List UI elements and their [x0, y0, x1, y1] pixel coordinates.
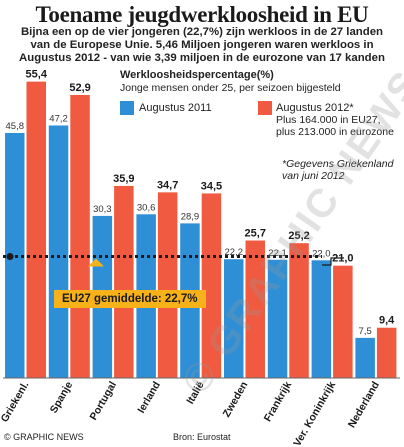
- value-label-2012: 34,7: [157, 179, 178, 191]
- value-label-2012: 34,5: [201, 180, 222, 192]
- category-label: Ver. Koninkrijk: [291, 379, 338, 447]
- bar-2011: [267, 259, 288, 378]
- legend-label-2012: Augustus 2012*: [276, 102, 354, 114]
- chart-title: Toename jeugdwerkloosheid in EU: [35, 2, 369, 27]
- bar-2012: [376, 327, 397, 378]
- legend-note-line: plus 213.000 in eurozone: [276, 126, 394, 138]
- legend-label-2011: Augustus 2011: [139, 102, 212, 114]
- legend-swatch-2011: [120, 101, 134, 115]
- bar-2012: [114, 185, 134, 378]
- value-label-2012: 55,4: [26, 69, 48, 81]
- value-label-2011: 30,3: [93, 204, 112, 215]
- chart-subtitle: Bijna een op de vier jongeren (22,7%) zi…: [4, 26, 400, 65]
- bar-2011: [48, 125, 69, 378]
- value-label-2011: 22,2: [225, 247, 244, 258]
- value-label-2012: 25,2: [288, 230, 309, 242]
- category-label: Portugal: [87, 379, 119, 422]
- footnote-line: *Gegevens Griekenland: [282, 158, 394, 170]
- footnote-greece: *Gegevens Griekenland van juni 2012: [282, 158, 394, 182]
- bar-2011: [224, 259, 244, 378]
- chart-inner-title: Werkloosheidspercentage(%): [120, 69, 274, 81]
- eu-average-dot: [6, 253, 14, 261]
- category-label: Spanje: [48, 379, 76, 415]
- bar-2012: [201, 193, 222, 378]
- subtitle-line: van de Europese Unie. 5,46 Miljoen jonge…: [30, 39, 374, 51]
- value-label-2011: 30,6: [137, 202, 156, 213]
- legend-swatch-2012: [258, 101, 272, 115]
- value-label-2012: 9,4: [379, 315, 395, 327]
- category-label: Frankrijk: [262, 379, 295, 424]
- footnote-line: van juni 2012: [282, 170, 345, 182]
- value-label-2011: 22,0: [312, 248, 331, 259]
- uk-connector: [322, 257, 344, 266]
- value-label-2012: 52,9: [69, 82, 90, 94]
- value-label-2012: 21,0: [332, 253, 353, 265]
- value-label-2011: 28,9: [181, 211, 200, 222]
- bar-2011: [5, 132, 25, 378]
- bar-2011: [355, 337, 375, 378]
- value-label-2011: 7,5: [359, 326, 372, 337]
- source-text: Bron: Eurostat: [173, 432, 231, 442]
- bar-2012: [26, 81, 46, 379]
- chart-inner-subtitle: Jonge mensen onder 25, per seizoen bijge…: [120, 82, 341, 94]
- eu-average-label: EU27 gemiddelde: 22,7%: [54, 290, 206, 308]
- value-label-2012: 35,9: [113, 173, 134, 185]
- bar-2012: [245, 240, 265, 378]
- bar-2012: [157, 192, 178, 378]
- category-label: Italië: [184, 379, 206, 406]
- subtitle-line: Augustus 2012 - van wie 3,39 miljoen in …: [19, 52, 385, 64]
- category-label: Nederland: [346, 380, 382, 430]
- bar-2011: [311, 260, 332, 378]
- category-label: Zweden: [221, 380, 251, 420]
- legend-note-line: Plus 164.000 in EU27,: [276, 114, 381, 126]
- bar-2012: [289, 243, 309, 378]
- value-label-2012: 25,7: [245, 228, 266, 240]
- category-label: Ierland: [135, 380, 163, 416]
- eu-average-pointer: [88, 258, 104, 267]
- bar-2012: [333, 265, 353, 378]
- category-label: Griekenl.: [0, 379, 32, 424]
- value-label-2011: 22,1: [268, 248, 287, 259]
- value-label-2011: 45,8: [6, 121, 25, 132]
- legend-note: Plus 164.000 in EU27, plus 213.000 in eu…: [276, 114, 394, 138]
- subtitle-line: Bijna een op de vier jongeren (22,7%) zi…: [20, 26, 384, 38]
- credit-text: © GRAPHIC NEWS: [4, 432, 84, 442]
- bar-2012: [70, 94, 90, 379]
- value-label-2011: 47,2: [49, 113, 68, 124]
